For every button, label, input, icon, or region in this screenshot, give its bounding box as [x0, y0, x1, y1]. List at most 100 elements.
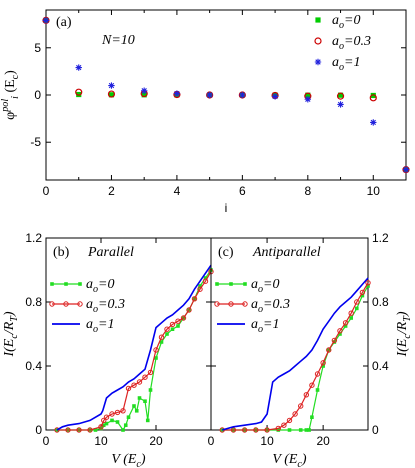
- series-a_o=1: [56, 264, 212, 431]
- data-point: [305, 92, 311, 98]
- data-point: [241, 427, 248, 433]
- data-point: [76, 91, 82, 98]
- data-point: [154, 356, 158, 360]
- data-point: [42, 17, 50, 24]
- data-point: [321, 364, 325, 368]
- legend-marker: [64, 282, 68, 286]
- series-a_o=0: [55, 268, 213, 432]
- data-point: [132, 404, 136, 408]
- data-point: [253, 427, 259, 433]
- x-tick-label: 10: [367, 184, 381, 198]
- data-point: [206, 91, 213, 99]
- data-point: [76, 427, 82, 433]
- data-point: [153, 347, 159, 353]
- y-tick-label: 1.2: [25, 231, 42, 245]
- x-tick-label: 20: [149, 434, 163, 448]
- legend-marker: [315, 17, 321, 23]
- panel-label: (b): [53, 245, 70, 260]
- series-a_o=1: [42, 17, 410, 173]
- data-point: [336, 92, 345, 100]
- panel-b: 0 10 20 0 0.4 0.8 1.2 V (Ec) I(Ec/RT) (b) Parallel…: [2, 231, 214, 468]
- series-a_o=1: [221, 277, 369, 431]
- legend-marker: [49, 301, 55, 307]
- data-point: [309, 382, 315, 388]
- data-point: [337, 328, 343, 334]
- legend-entry: ao=1: [251, 317, 280, 335]
- y-tick-label: 5: [34, 41, 41, 55]
- legend-marker: [229, 282, 233, 286]
- y-tick-label: 0: [34, 88, 41, 102]
- data-point: [142, 374, 148, 380]
- data-point: [123, 423, 128, 427]
- data-point: [121, 428, 125, 432]
- data-point: [310, 415, 314, 419]
- data-point: [338, 332, 342, 336]
- data-point: [164, 326, 170, 332]
- data-point: [402, 166, 410, 173]
- panel-c: 0 10 20 0 0.4 0.8 1.2 V (Ec) I(Ec/RT) (c) Antipara…: [208, 231, 413, 468]
- data-point: [126, 415, 131, 419]
- series-line: [222, 285, 369, 431]
- data-point: [307, 428, 311, 432]
- panel-label: (c): [218, 245, 234, 260]
- data-point: [359, 289, 366, 296]
- data-point: [186, 307, 192, 313]
- data-point: [365, 280, 371, 286]
- data-point: [281, 422, 287, 428]
- data-point: [203, 276, 208, 280]
- data-point: [286, 417, 293, 424]
- data-point: [191, 296, 198, 302]
- data-point: [75, 64, 82, 71]
- x-tick-label: 0: [208, 434, 215, 448]
- data-point: [99, 426, 103, 431]
- data-point: [315, 388, 320, 392]
- data-point: [298, 403, 304, 409]
- data-point: [165, 332, 169, 336]
- data-point: [337, 92, 344, 98]
- y-tick-label: 0.4: [372, 359, 389, 373]
- legend-marker: [215, 282, 219, 286]
- data-point: [108, 82, 115, 89]
- data-point: [148, 388, 153, 392]
- data-point: [320, 360, 326, 366]
- data-point: [348, 310, 354, 316]
- data-point: [343, 324, 348, 328]
- data-point: [137, 396, 142, 400]
- data-point: [93, 428, 98, 432]
- x-tick-label: 8: [304, 184, 311, 198]
- data-point: [342, 320, 349, 326]
- data-point: [314, 371, 321, 377]
- series-line: [221, 277, 369, 431]
- data-point: [120, 408, 126, 414]
- data-point: [114, 409, 121, 416]
- legend-entry: ao=1: [86, 317, 115, 335]
- data-point: [101, 417, 107, 424]
- y-axis-label: I(Ec/RT): [2, 311, 20, 357]
- data-point: [65, 427, 71, 433]
- data-point: [145, 418, 150, 423]
- data-point: [264, 427, 270, 433]
- data-point: [276, 428, 281, 432]
- legend-marker: [214, 301, 220, 307]
- panel-title: Antiparallel: [252, 245, 321, 260]
- y-axis-label: I(Ec/RT): [395, 311, 413, 357]
- x-tick-label: 4: [174, 184, 181, 198]
- data-point: [326, 347, 332, 353]
- data-point: [287, 428, 292, 432]
- data-point: [141, 92, 147, 98]
- panel-frame: [45, 237, 212, 431]
- data-point: [354, 306, 359, 311]
- x-tick-label: 10: [94, 434, 108, 448]
- data-point: [101, 423, 106, 427]
- y-tick-label: 0: [35, 423, 42, 437]
- data-point: [170, 327, 175, 331]
- panel-label: (a): [56, 15, 72, 30]
- y-tick-label: 1.2: [372, 231, 389, 245]
- legend-entry: ao=0.3: [332, 34, 371, 52]
- data-point: [303, 392, 310, 398]
- data-point: [109, 411, 115, 417]
- x-axis-label: i: [225, 201, 228, 215]
- legend-marker: [78, 282, 82, 286]
- data-point: [197, 286, 203, 292]
